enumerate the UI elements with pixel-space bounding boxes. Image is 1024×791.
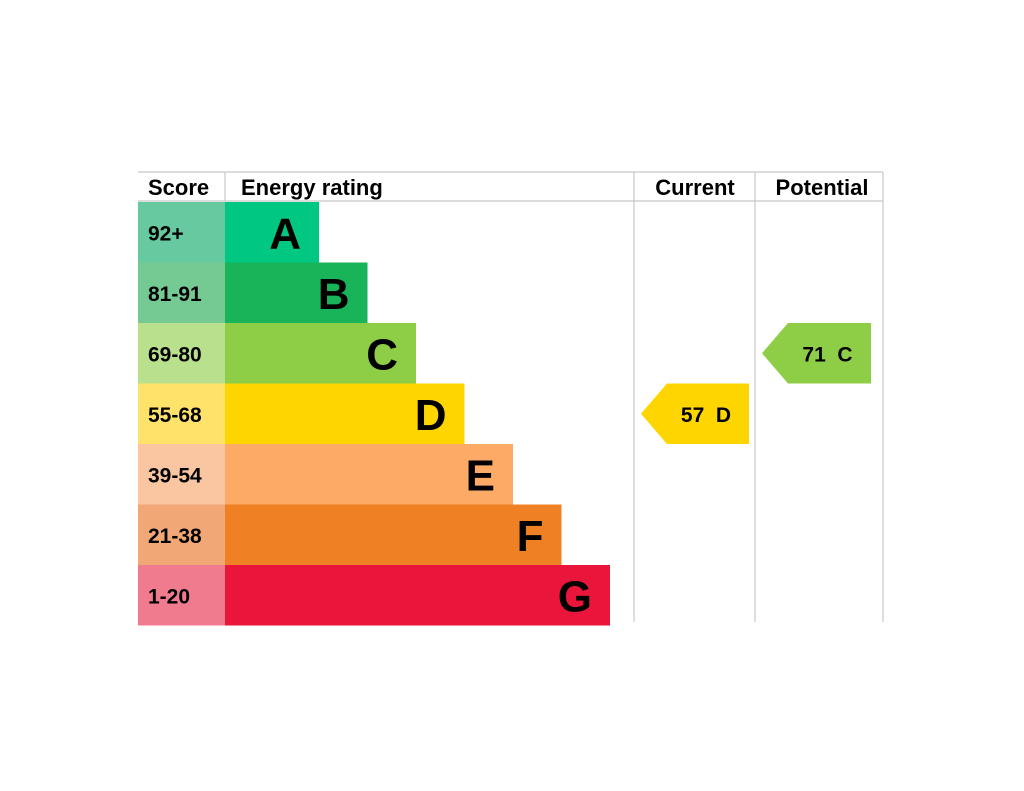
current-rating-label: 57 D: [681, 404, 731, 427]
score-cell-d: [138, 383, 225, 444]
rating-letter-c: C: [366, 330, 398, 379]
potential-rating-label: 71 C: [802, 343, 852, 366]
rating-bar-c: [225, 323, 416, 384]
score-label-f: 21-38: [148, 525, 202, 548]
rating-bar-g: [225, 565, 610, 626]
rating-bar-a: [225, 202, 319, 263]
rating-bar-e: [225, 444, 513, 505]
rating-bar-b: [225, 262, 368, 323]
rating-letter-f: F: [517, 512, 544, 561]
score-cell-a: [138, 202, 225, 263]
rating-bands: 92+ A 81-91 B 69-80 C 55-68 D 39-54 E 21-38 F 1-20 G: [138, 202, 610, 626]
score-header: Score: [148, 175, 209, 200]
score-label-g: 1-20: [148, 585, 190, 608]
score-label-e: 39-54: [148, 464, 202, 487]
current-rating-arrow: [641, 383, 749, 444]
rating-letter-a: A: [269, 209, 301, 258]
score-cell-b: [138, 262, 225, 323]
rating-bar-d: [225, 383, 465, 444]
score-cell-f: [138, 504, 225, 565]
score-label-a: 92+: [148, 222, 184, 245]
score-label-c: 69-80: [148, 343, 202, 366]
rating-letter-d: D: [415, 391, 447, 440]
potential-header: Potential: [776, 175, 869, 200]
score-label-d: 55-68: [148, 404, 202, 427]
rating-letter-b: B: [318, 270, 350, 319]
score-cell-c: [138, 323, 225, 384]
score-label-b: 81-91: [148, 283, 202, 306]
rating-bar-f: [225, 504, 562, 565]
potential-rating-arrow: [762, 323, 871, 384]
score-cell-g: [138, 565, 225, 626]
score-cell-e: [138, 444, 225, 505]
current-header: Current: [655, 175, 735, 200]
rating-letter-e: E: [466, 451, 495, 500]
energy-rating-header: Energy rating: [241, 175, 383, 200]
rating-markers: 57 D 71 C: [641, 323, 871, 444]
rating-letter-g: G: [558, 572, 592, 621]
